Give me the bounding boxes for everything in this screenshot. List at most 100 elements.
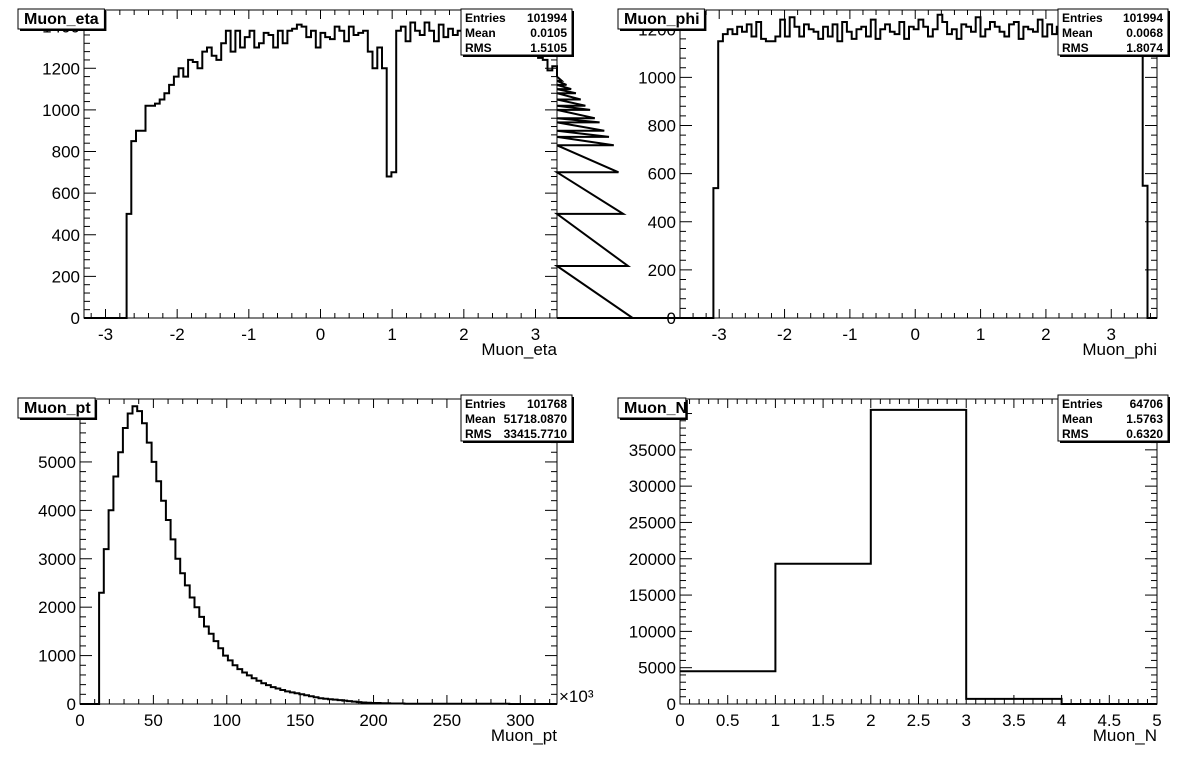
y-tick-label: 0 <box>667 309 676 328</box>
x-tick-label: 2.5 <box>907 711 931 730</box>
stats-box: Entries 64706 Mean 1.5763 RMS 0.6320 <box>1057 394 1170 443</box>
y-tick-label: 200 <box>52 267 80 286</box>
stats-mean-value: 0.0068 <box>1126 26 1163 40</box>
stats-rms-value: 1.5105 <box>530 41 567 55</box>
stats-mean-value: 1.5763 <box>1126 412 1163 426</box>
stats-box: Entries 101994 Mean 0.0068 RMS 1.8074 <box>1057 8 1170 57</box>
plot-frame <box>679 398 1158 705</box>
x-axis-title: Muon_phi <box>1082 340 1157 359</box>
x-exponent-label: ×10³ <box>559 687 594 706</box>
x-tick-label: 1 <box>387 325 396 344</box>
x-axis-title: Muon_N <box>1093 726 1157 745</box>
x-axis-title: Muon_eta <box>481 340 557 359</box>
stats-frame <box>1057 394 1169 442</box>
y-tick-label: 1000 <box>38 647 76 666</box>
y-tick-label: 4000 <box>38 501 76 520</box>
y-tick-label: 30000 <box>629 477 676 496</box>
stats-entries-label: Entries <box>1062 11 1103 25</box>
x-tick-label: 150 <box>286 711 314 730</box>
y-tick-label: 1200 <box>42 59 80 78</box>
stats-mean-label: Mean <box>465 26 496 40</box>
stats-rms-label: RMS <box>465 41 492 55</box>
x-tick-label: 5 <box>1152 711 1161 730</box>
x-tick-label: 0 <box>675 711 684 730</box>
stats-box: Entries 101768 Mean 51718.0870 RMS 33415.7710 <box>460 394 574 443</box>
x-tick-label: -3 <box>712 325 727 344</box>
x-tick-label: 2 <box>1041 325 1050 344</box>
stats-rms-value: 0.6320 <box>1126 427 1163 441</box>
title-frame <box>17 8 105 30</box>
y-tick-label: 800 <box>648 117 676 136</box>
panel-muon-phi: -3-2-10123020040060080010001200Muon_phiM… <box>617 8 1170 359</box>
stats-entries-label: Entries <box>465 11 506 25</box>
x-tick-label: 1.5 <box>811 711 835 730</box>
y-tick-label: 5000 <box>38 453 76 472</box>
x-tick-label: 4 <box>1057 711 1066 730</box>
y-tick-label: 0 <box>71 309 80 328</box>
x-tick-label: -1 <box>241 325 256 344</box>
x-tick-label: 250 <box>433 711 461 730</box>
stats-frame <box>1057 8 1169 56</box>
y-tick-label: 3000 <box>38 550 76 569</box>
stats-entries-value: 101994 <box>1123 11 1163 25</box>
histogram-line <box>680 13 1157 319</box>
y-tick-label: 800 <box>52 143 80 162</box>
panel-muon-eta: -3-2-101230200400600800100012001400Muon_… <box>17 8 685 359</box>
y-tick-label: 600 <box>52 184 80 203</box>
x-tick-label: 1 <box>976 325 985 344</box>
stats-entries-value: 101994 <box>527 11 567 25</box>
stats-box: Entries 101994 Mean 0.0105 RMS 1.5105 <box>460 8 574 57</box>
title-frame <box>617 397 687 419</box>
stats-entries-label: Entries <box>465 397 506 411</box>
panel-muon-n: 0 0.5 1 1.5 2 2.5 3 3.5 4 4.5 5 0 5000 10000 15000 2000… <box>617 394 1170 745</box>
stats-frame <box>460 8 573 56</box>
y-tick-label: 20000 <box>629 550 676 569</box>
histogram-line <box>680 408 1157 705</box>
histogram-title-box: Muon_pt <box>17 397 98 420</box>
stats-entries-value: 64706 <box>1130 397 1164 411</box>
histogram-line <box>80 405 557 705</box>
stats-mean-value: 0.0105 <box>530 26 567 40</box>
y-tick-label: 5000 <box>638 659 676 678</box>
stats-rms-label: RMS <box>1062 41 1089 55</box>
stats-frame <box>460 394 573 442</box>
y-tick-label: 2000 <box>38 598 76 617</box>
x-tick-label: 100 <box>213 711 241 730</box>
stats-rms-value: 1.8074 <box>1126 41 1163 55</box>
y-tick-label: 10000 <box>629 622 676 641</box>
x-tick-label: 4.5 <box>1097 711 1121 730</box>
x-tick-label: 2 <box>866 711 875 730</box>
stats-rms-label: RMS <box>465 427 492 441</box>
x-axis-title: Muon_pt <box>491 726 557 745</box>
stats-entries-label: Entries <box>1062 397 1103 411</box>
y-tick-label: 25000 <box>629 513 676 532</box>
histogram-title-box: Muon_phi <box>617 8 707 31</box>
stats-rms-value: 33415.7710 <box>504 427 568 441</box>
stats-mean-value: 51718.0870 <box>504 412 568 426</box>
x-tick-label: 0 <box>316 325 325 344</box>
x-tick-label: 3.5 <box>1002 711 1026 730</box>
x-tick-label: 0 <box>910 325 919 344</box>
y-tick-label: 0 <box>67 695 76 714</box>
stats-mean-label: Mean <box>465 412 496 426</box>
stats-mean-label: Mean <box>1062 412 1093 426</box>
x-tick-label: 0.5 <box>716 711 740 730</box>
plot-frame <box>79 398 558 705</box>
y-tick-label: 1000 <box>42 101 80 120</box>
x-tick-label: -1 <box>842 325 857 344</box>
stats-mean-label: Mean <box>1062 26 1093 40</box>
x-tick-label: 300 <box>506 711 534 730</box>
histogram-title: Muon_N <box>624 400 687 417</box>
y-tick-label: 600 <box>648 165 676 184</box>
y-tick-label: 35000 <box>629 441 676 460</box>
title-frame <box>617 8 705 30</box>
histogram-title: Muon_phi <box>624 11 700 28</box>
y-tick-label: 400 <box>648 213 676 232</box>
panel-muon-pt: 0501001502002503000100020003000400050006… <box>17 394 594 745</box>
x-tick-label: 50 <box>144 711 163 730</box>
histogram-title: Muon_pt <box>24 400 91 417</box>
x-tick-label: -2 <box>170 325 185 344</box>
x-tick-label: 3 <box>1107 325 1116 344</box>
